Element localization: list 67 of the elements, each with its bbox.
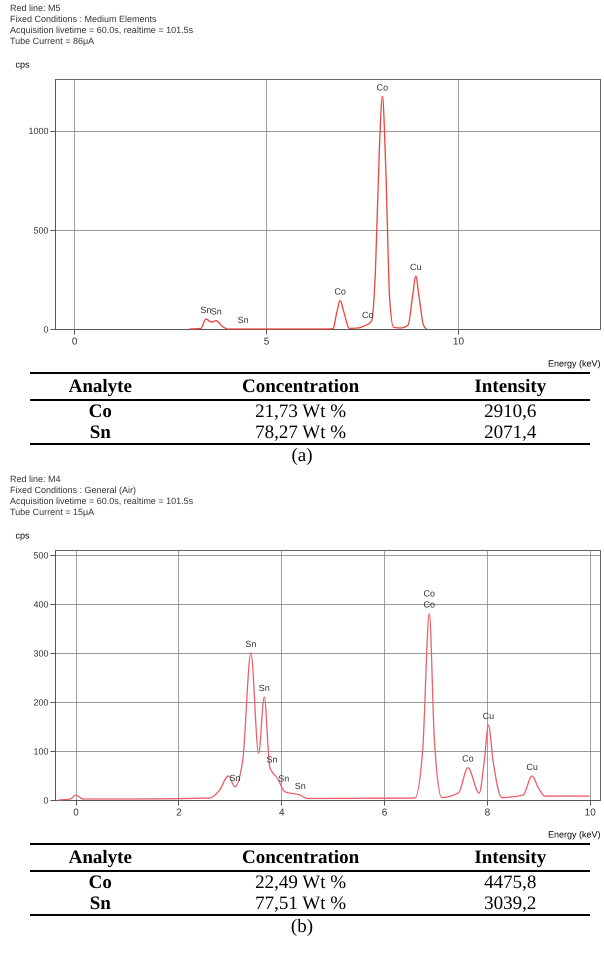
text: 78,27 Wt % (170, 422, 431, 444)
annotation: Co (424, 600, 436, 610)
line-series (188, 96, 428, 330)
text: Analyte (30, 844, 171, 871)
annotation: Sn (258, 683, 270, 694)
text: (a) (290, 445, 314, 467)
y-tick-label: 0 (43, 324, 48, 334)
x-tick-label: 2 (176, 808, 182, 818)
x-tick-label: 0 (72, 336, 78, 348)
y-tick-label: 500 (33, 225, 48, 236)
text: Fixed Conditions : General (Air) (10, 485, 136, 495)
text: 2910,6 (483, 400, 538, 422)
text: Intensity (430, 844, 590, 871)
y-tick-label: 400 (33, 599, 48, 610)
text: Red line: M4 (10, 474, 61, 484)
text: 21,73 Wt % (254, 400, 348, 422)
annotation: Co (376, 82, 388, 92)
text: 3039,2 (430, 893, 590, 915)
text: 77,51 Wt % (170, 893, 431, 915)
text: Sn (30, 422, 171, 444)
annotation: Co (424, 588, 436, 599)
text: Co (88, 871, 113, 893)
annotation: Cu (526, 762, 538, 772)
annotation: Sn (245, 638, 256, 649)
text: (b) (290, 916, 314, 938)
text: 22,49 Wt % (254, 871, 348, 893)
text: Tube Current = 86μA (10, 36, 94, 46)
x-tick-label: 10 (452, 336, 464, 348)
y-tick-label: 200 (33, 697, 48, 708)
annotation: Sn (278, 774, 290, 784)
annotation: Co (334, 286, 346, 297)
y-tick-label: 100 (33, 746, 48, 756)
text: 2071,4 (430, 422, 590, 444)
annotation: Sn (294, 781, 306, 792)
text: Tube Current = 15μA (10, 507, 94, 517)
text: 4475,8 (483, 871, 538, 893)
annotation: Sn (210, 306, 222, 317)
y-tick-label: 500 (33, 550, 48, 560)
y-tick-label: 300 (33, 648, 48, 658)
x-tick-label: 6 (382, 808, 388, 818)
annotation: Sn (200, 305, 212, 316)
y-axis-title: cps (16, 530, 30, 540)
text: Sn (30, 893, 171, 915)
text: Red line: M5 (10, 3, 61, 13)
annotation: Sn (238, 315, 249, 325)
text: Fixed Conditions : Medium Elements (10, 14, 158, 24)
x-axis-title: Energy (keV) (548, 358, 600, 368)
line-series (58, 613, 590, 801)
y-tick-label: 0 (43, 796, 48, 806)
annotation: Co (462, 754, 474, 764)
text: Concentration (170, 373, 431, 400)
text: Concentration (170, 844, 431, 871)
x-tick-label: 0 (73, 808, 80, 818)
x-tick-label: 8 (484, 808, 491, 818)
text: Analyte (30, 373, 171, 400)
y-tick-label: 1000 (28, 126, 48, 136)
text: Co (88, 400, 113, 422)
x-tick-label: 10 (584, 808, 596, 818)
x-axis-title: Energy (keV) (548, 830, 600, 840)
text: Acquisition livetime = 60.0s, realtime = 101.5s (10, 496, 194, 506)
annotation: Cu (410, 262, 422, 272)
y-axis-title: cps (16, 60, 30, 70)
annotation: Cu (482, 711, 494, 721)
x-tick-label: 5 (264, 336, 270, 348)
text: Intensity (430, 373, 590, 400)
x-tick-label: 4 (278, 808, 285, 818)
text: Acquisition livetime = 60.0s, realtime = 101.5s (10, 25, 194, 35)
